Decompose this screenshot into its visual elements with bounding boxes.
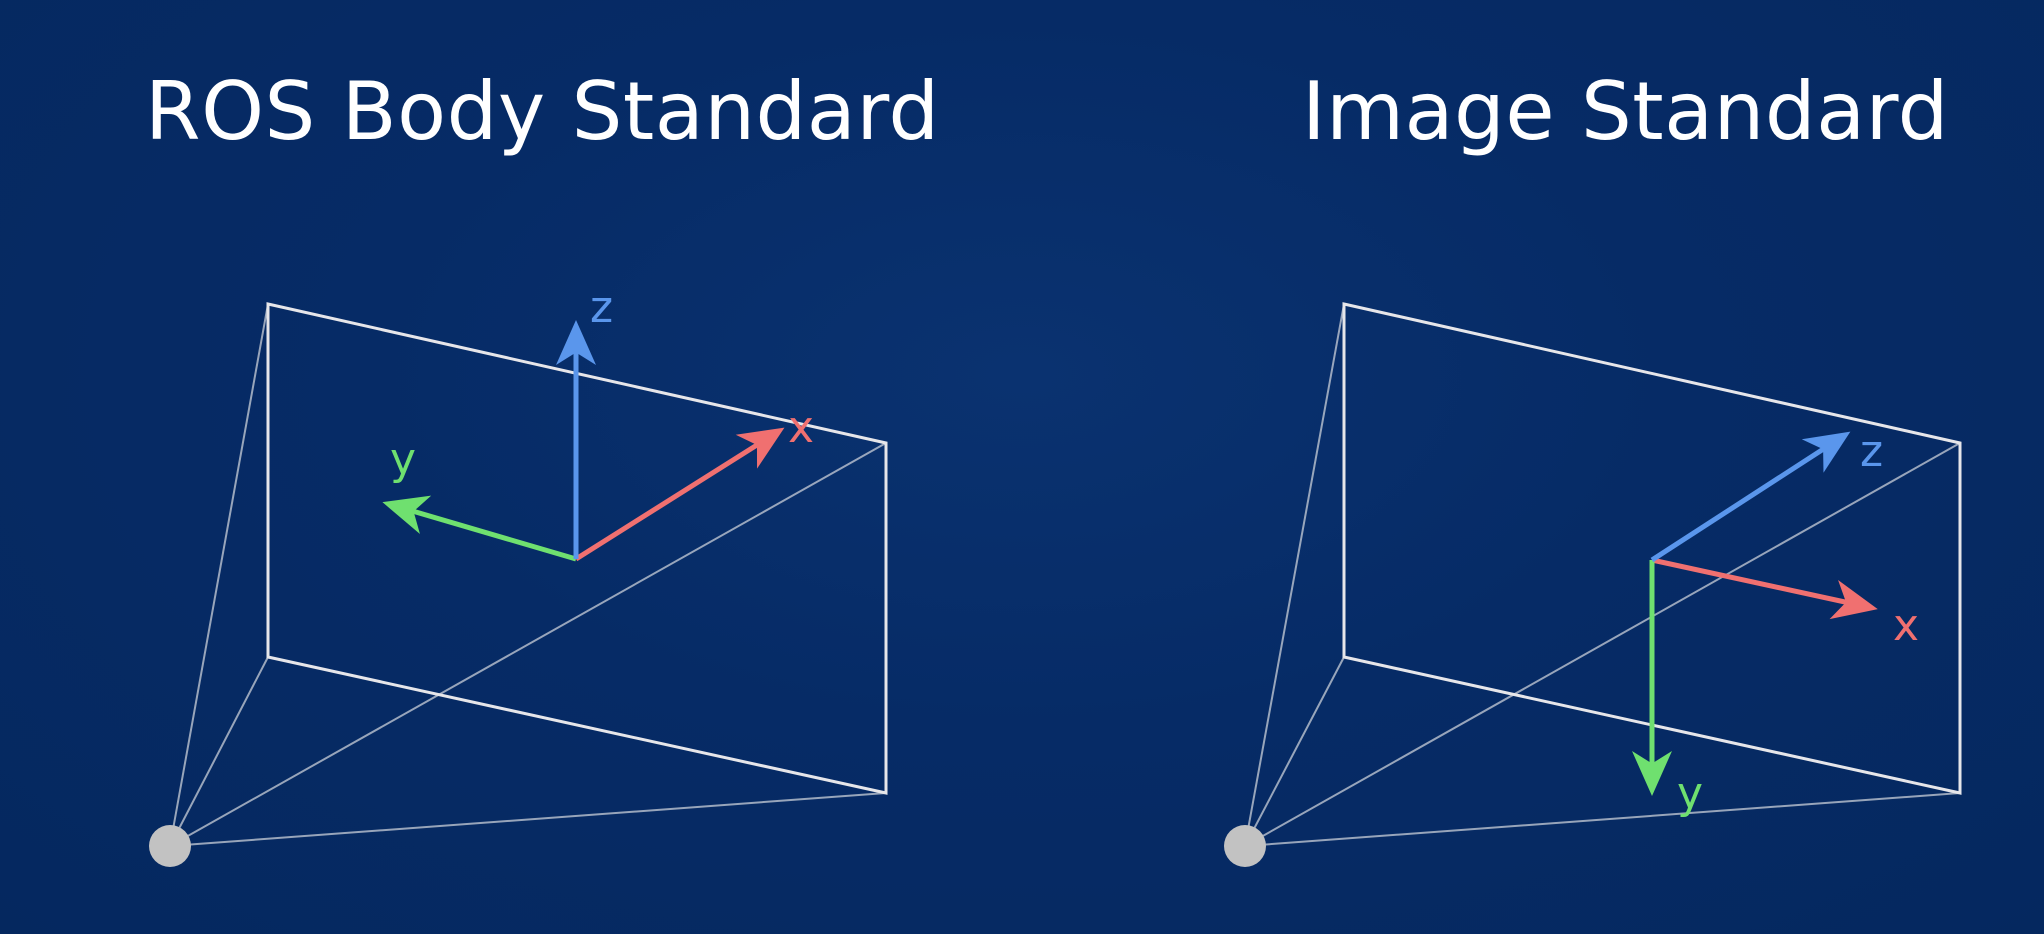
image-y-axis-label: y xyxy=(1677,768,1703,819)
frustum-line-top-right xyxy=(1244,442,1961,847)
frustum-line-top-left xyxy=(169,303,269,847)
image-standard-panel: x y z xyxy=(1224,302,1962,867)
frustum-line-bottom-right xyxy=(169,792,887,847)
image-z-axis-label: z xyxy=(1860,426,1883,477)
image-standard-title: Image Standard xyxy=(1302,65,1949,158)
ros-x-axis-label: x xyxy=(788,402,814,453)
ros-body-standard-title: ROS Body Standard xyxy=(145,65,940,158)
ros-x-axis-arrow xyxy=(574,427,785,562)
ros-body-panel: x y z xyxy=(149,282,888,867)
image-camera-point xyxy=(1224,825,1266,867)
image-image-plane xyxy=(1342,302,1962,795)
ros-z-axis-label: z xyxy=(590,282,613,333)
frustum-line-bottom-left xyxy=(169,656,269,847)
image-frustum-lines xyxy=(1244,303,1961,847)
ros-camera-point xyxy=(149,825,191,867)
ros-y-axis-arrow xyxy=(382,495,577,562)
ros-y-axis-label: y xyxy=(390,434,416,485)
ros-image-plane xyxy=(266,302,888,795)
frustum-line-top-left xyxy=(1244,303,1345,847)
ros-frustum-lines xyxy=(169,303,887,847)
frustum-line-bottom-right xyxy=(1244,792,1961,847)
image-z-axis-arrow xyxy=(1650,431,1851,563)
frustum-line-top-right xyxy=(169,442,887,847)
image-x-axis-arrow xyxy=(1651,557,1878,620)
frustum-line-bottom-left xyxy=(1244,656,1345,847)
image-x-axis-label: x xyxy=(1893,600,1919,651)
